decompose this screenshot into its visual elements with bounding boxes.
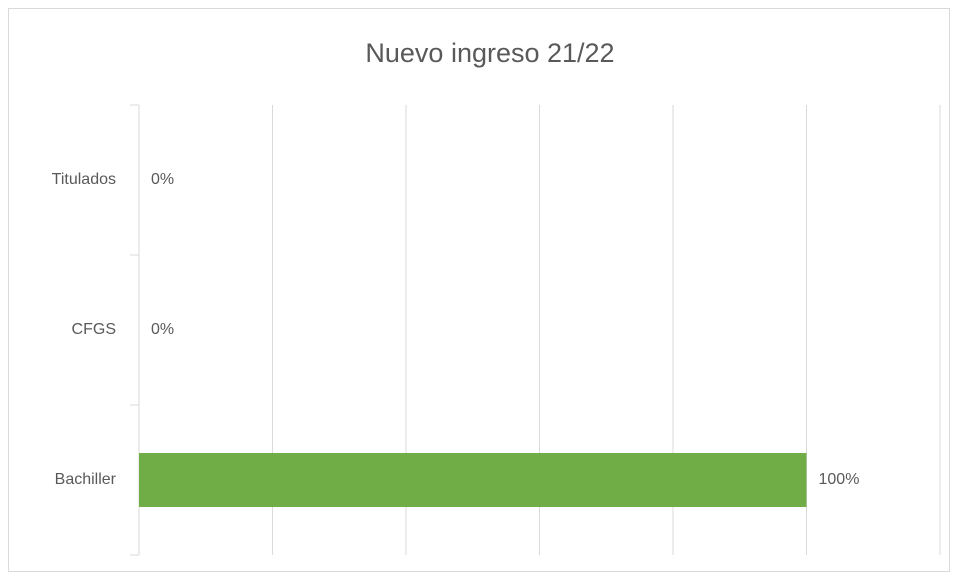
- chart-title: Nuevo ingreso 21/22: [365, 38, 614, 68]
- data-label: 100%: [819, 471, 860, 488]
- data-label: 0%: [151, 321, 174, 338]
- y-tick-label: Titulados: [52, 171, 116, 188]
- data-label: 0%: [151, 171, 174, 188]
- y-tick-label: Bachiller: [55, 471, 117, 488]
- bar: [139, 453, 807, 507]
- y-tick-label: CFGS: [72, 321, 116, 338]
